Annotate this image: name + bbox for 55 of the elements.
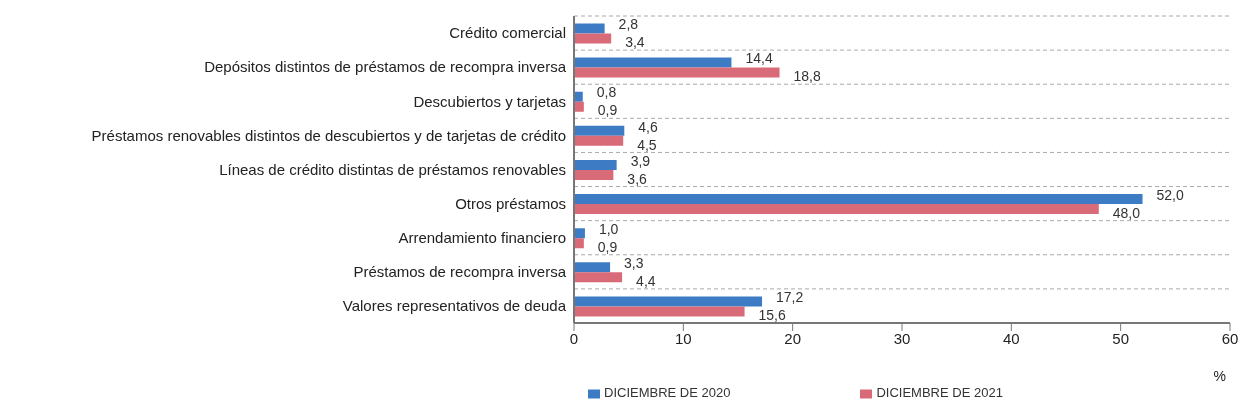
x-tick-label: 10	[674, 329, 692, 347]
data-label: 3,6	[627, 170, 648, 187]
data-label: 52,0	[1156, 186, 1184, 203]
data-label: 3,3	[624, 254, 644, 271]
x-tick-label: 20	[784, 329, 802, 347]
bar	[574, 57, 732, 68]
x-tick-label: 0	[569, 329, 579, 347]
data-label: 4,4	[636, 272, 656, 289]
bar	[574, 272, 623, 283]
bar	[574, 33, 612, 44]
legend-label: DICIEMBRE DE 2020	[604, 385, 731, 400]
bar	[574, 101, 584, 112]
bar	[574, 91, 583, 102]
bar	[574, 135, 624, 146]
y-tick-label: Préstamos de recompra inversa	[353, 263, 567, 281]
bar	[574, 296, 763, 307]
bar	[574, 262, 611, 273]
data-label: 14,4	[745, 50, 773, 67]
x-axis-title: %	[1213, 368, 1226, 384]
data-label: 4,6	[638, 118, 658, 135]
bar	[574, 169, 614, 180]
y-tick-label: Préstamos renovables distintos de descubiertos y de tarjetas de crédito	[91, 126, 566, 144]
data-label: 0,9	[597, 238, 618, 255]
y-tick-label: Arrendamiento financiero	[398, 229, 566, 247]
bar	[574, 23, 605, 34]
data-label: 1,0	[598, 220, 619, 237]
bar	[574, 228, 585, 239]
x-tick-label: 30	[893, 329, 911, 347]
data-label: 3,4	[625, 34, 645, 51]
data-label: 2,8	[618, 16, 639, 33]
bar	[574, 125, 625, 136]
data-label: 18,8	[793, 68, 822, 85]
y-tick-label: Crédito comercial	[449, 24, 566, 42]
bar	[574, 67, 780, 78]
y-tick-label: Descubiertos y tarjetas	[413, 92, 566, 110]
y-tick-label: Líneas de crédito distintas de préstamos renovables	[219, 160, 566, 178]
bar	[574, 204, 1099, 215]
data-label: 17,2	[776, 289, 804, 306]
y-tick-label: Valores representativos de deuda	[342, 297, 567, 315]
bar	[574, 194, 1143, 205]
bar	[574, 306, 745, 317]
x-tick-label: 60	[1221, 329, 1239, 347]
bar	[574, 159, 617, 170]
data-label: 48,0	[1112, 204, 1141, 221]
data-label: 0,8	[596, 84, 617, 101]
data-label: 3,9	[630, 152, 651, 169]
data-label: 0,9	[597, 102, 618, 119]
x-tick-label: 40	[1002, 329, 1020, 347]
bar	[574, 238, 584, 249]
data-label: 15,6	[758, 307, 787, 324]
y-tick-label: Depósitos distintos de préstamos de recompra inversa	[204, 58, 567, 76]
data-label: 4,5	[637, 136, 657, 153]
legend-label: DICIEMBRE DE 2021	[876, 385, 1003, 400]
y-tick-label: Otros préstamos	[455, 194, 566, 212]
x-tick-label: 50	[1112, 329, 1130, 347]
